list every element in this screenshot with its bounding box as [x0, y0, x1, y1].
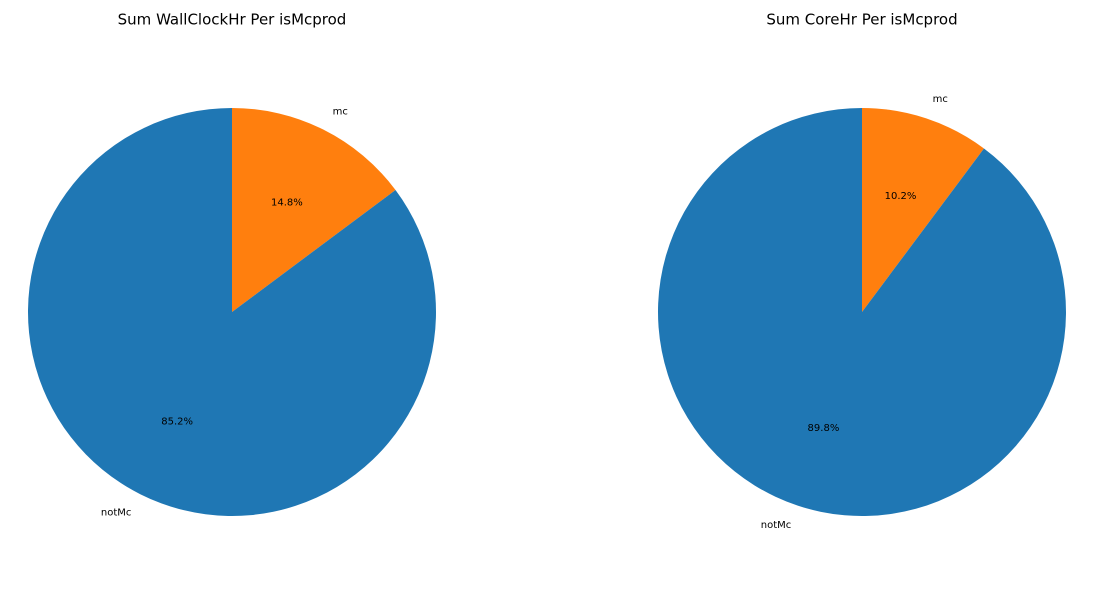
pct-label-mc: 10.2%: [885, 191, 917, 202]
slice-label-mc: mc: [333, 106, 348, 117]
chart-title: Sum WallClockHr Per isMcprod: [118, 11, 347, 29]
slice-label-notMc: notMc: [101, 508, 132, 519]
pie-chart-corehr: mc 10.2% notMc 89.8% Sum CoreHr Per isMcprod: [657, 11, 1066, 531]
pie-chart-wallclock: mc 14.8% notMc 85.2% Sum WallClockHr Per isM…: [27, 11, 436, 519]
chart-title: Sum CoreHr Per isMcprod: [766, 11, 957, 29]
pct-label-mc: 14.8%: [271, 198, 303, 209]
slice-mc-corehr: [862, 108, 984, 312]
pct-label-notMc: 85.2%: [161, 416, 193, 427]
slice-mc-wallclock: [232, 108, 396, 312]
slice-label-mc: mc: [933, 94, 948, 105]
slice-notMc-corehr: [657, 108, 1066, 516]
pct-label-notMc: 89.8%: [808, 423, 840, 434]
slice-label-notMc: notMc: [761, 520, 792, 531]
slice-notMc-wallclock: [27, 108, 436, 516]
